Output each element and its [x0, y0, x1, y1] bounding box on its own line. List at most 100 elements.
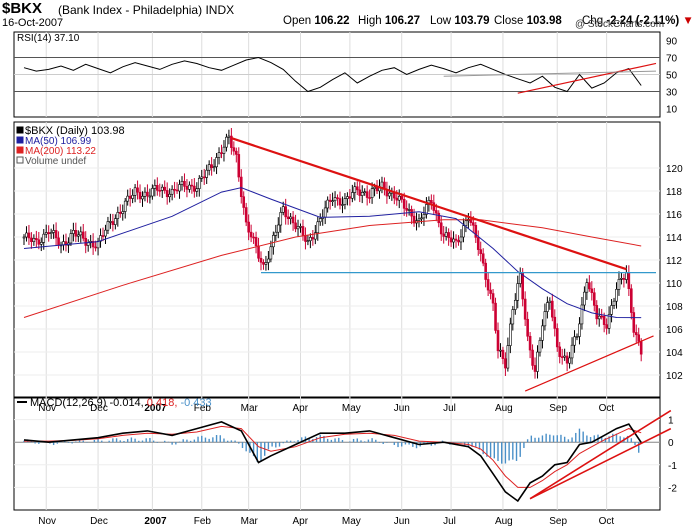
macd-histogram-bar [149, 438, 151, 443]
price-candle [373, 186, 376, 189]
macd-title: MACD(12,26,9) -0.014, 0.418, -0.433 [30, 397, 212, 409]
price-candle [180, 180, 184, 185]
trendline-support-low [524, 335, 654, 392]
price-candle [326, 199, 329, 209]
macd-histogram-bar [71, 442, 73, 444]
price-candle [230, 135, 233, 148]
x-tick-label-6: May [342, 403, 361, 414]
rsi-tick-50: 50 [666, 71, 678, 82]
price-candle [622, 278, 626, 280]
price-candle [257, 245, 260, 259]
price-candle [516, 283, 520, 301]
down-arrow-icon: ▼ [682, 15, 694, 27]
macd-title-part-2: 0.418, [147, 397, 181, 409]
macd-histogram-bar [119, 440, 121, 443]
macd-histogram-bar [223, 438, 225, 443]
price-candle [555, 328, 559, 348]
macd-histogram-bar [141, 440, 144, 443]
price-candle [464, 220, 468, 226]
macd-histogram-bar [67, 442, 70, 443]
price-candle [563, 355, 566, 358]
macd-histogram-bar [267, 442, 270, 450]
price-candle [513, 299, 517, 310]
macd-histogram-bar [286, 440, 288, 443]
price-candle [205, 169, 208, 178]
price-candle [151, 188, 154, 197]
price-candle [509, 323, 512, 346]
price-candle [91, 240, 95, 248]
macd-histogram-bar [341, 440, 344, 443]
macd-histogram-bar [589, 437, 592, 443]
macd-histogram-bar [549, 434, 551, 443]
price-candle [291, 216, 295, 224]
price-candle [573, 336, 576, 346]
price-candle [242, 196, 246, 208]
price-candle [400, 195, 404, 200]
macd-histogram-bar [238, 442, 240, 444]
price-candle [546, 302, 549, 312]
price-candle [304, 235, 307, 242]
price-tick-106: 106 [666, 325, 683, 336]
price-candle [262, 262, 265, 265]
price-candle [116, 211, 120, 219]
price-tick-108: 108 [666, 302, 683, 313]
macd-histogram-bar [560, 434, 562, 443]
price-candle [148, 195, 152, 198]
price-candle [578, 323, 581, 337]
price-candle [299, 226, 302, 228]
macd-histogram-bar [538, 437, 540, 443]
price-candle [341, 204, 344, 206]
macd-histogram-bar [386, 442, 388, 443]
price-candle [42, 233, 46, 243]
price-candle [355, 186, 359, 191]
macd-histogram-bar [297, 440, 299, 443]
price-candle [600, 315, 603, 318]
price-candle [548, 300, 552, 303]
price-candle [449, 237, 453, 243]
price-candle [197, 178, 201, 189]
rsi-tick-70: 70 [666, 54, 678, 65]
price-candle [163, 186, 167, 191]
price-candle [351, 192, 354, 199]
price-candle [553, 316, 557, 329]
low-value: 103.79 [454, 15, 490, 27]
price-candle [146, 191, 149, 197]
price-candle [217, 152, 221, 158]
macd-histogram-bar [215, 435, 218, 443]
macd-histogram-bar [582, 431, 584, 443]
price-candle [575, 336, 579, 338]
price-candle [365, 191, 369, 198]
legend-swatch-0 [16, 126, 24, 134]
price-candle [630, 288, 633, 313]
macd-histogram-bar [408, 442, 410, 445]
macd-histogram-bar [530, 435, 533, 443]
price-candle [590, 288, 594, 294]
macd-histogram-bar [271, 442, 273, 447]
price-candle [637, 334, 641, 342]
price-candle [318, 218, 322, 223]
macd-histogram-bar [49, 442, 51, 444]
macd-histogram-bar [126, 439, 129, 443]
price-candle [388, 192, 391, 197]
macd-histogram-bar [593, 435, 595, 443]
price-candle [193, 185, 196, 192]
macd-x-tick-label-0: Nov [38, 516, 56, 527]
price-candle [106, 221, 110, 231]
macd-histogram-bar [519, 442, 521, 457]
macd-histogram-bar [367, 439, 370, 443]
price-candle [121, 211, 125, 214]
price-candle [232, 147, 236, 152]
macd-histogram-bar [115, 438, 118, 443]
macd-histogram-bar [486, 442, 488, 457]
price-candle [479, 249, 483, 255]
x-tick-label-11: Oct [599, 403, 615, 414]
price-candle [72, 230, 75, 234]
ma50-line [23, 187, 642, 319]
legend-swatch-2 [16, 146, 24, 154]
x-tick-label-3: Feb [194, 403, 212, 414]
price-candle [484, 262, 487, 280]
price-tick-116: 116 [666, 210, 682, 221]
price-candle [511, 309, 515, 325]
macd-histogram-bar [175, 442, 177, 445]
macd-histogram-bar [523, 442, 525, 449]
